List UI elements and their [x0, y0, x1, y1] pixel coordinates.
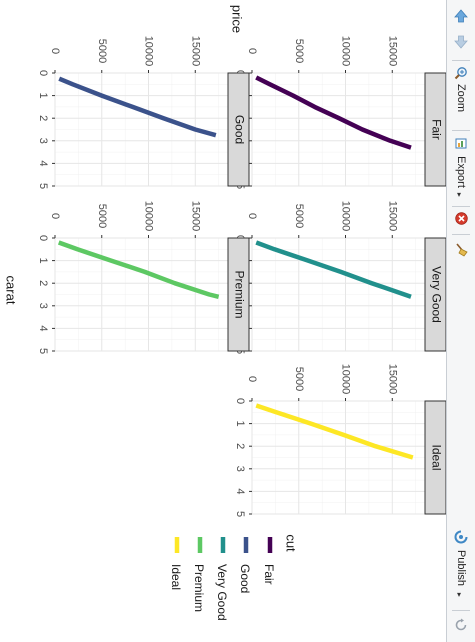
facet-label-fair: Fair — [429, 119, 443, 140]
legend-title: cut — [284, 534, 299, 552]
price-tick-label: 10000 — [143, 201, 155, 232]
price-tick-label: 10000 — [340, 364, 352, 395]
refresh-button[interactable] — [447, 614, 475, 636]
refresh-icon — [455, 618, 467, 631]
series-line-fair — [255, 75, 412, 150]
price-tick-label: 15000 — [189, 201, 201, 232]
remove-plot-button[interactable] — [447, 208, 475, 228]
carat-tick-label: 5 — [234, 511, 246, 517]
price-tick-label: 0 — [49, 48, 61, 54]
carat-tick-label: 3 — [37, 138, 49, 144]
next-plot-button[interactable] — [447, 32, 475, 52]
arrow-down-icon — [454, 35, 468, 49]
price-tick-label: 15000 — [386, 364, 398, 395]
plot-area: Fair012345050001000015000Good01234505000… — [3, 4, 446, 621]
carat-tick-label: 4 — [37, 325, 49, 331]
carat-tick-label: 2 — [234, 443, 246, 449]
legend-label-ideal: Ideal — [169, 564, 183, 590]
price-tick-label: 5000 — [293, 367, 305, 391]
price-tick-label: 5000 — [293, 39, 305, 63]
carat-tick-label: 0 — [37, 235, 49, 241]
carat-tick-label: 3 — [234, 466, 246, 472]
zoom-label: Zoom — [455, 83, 467, 113]
carat-tick-label: 1 — [37, 93, 49, 99]
price-tick-label: 10000 — [340, 36, 352, 67]
legend-label-good: Good — [238, 564, 252, 593]
export-label: Export — [455, 156, 467, 188]
carat-tick-label: 1 — [234, 421, 246, 427]
broom-icon — [455, 242, 468, 257]
price-tick-label: 0 — [246, 376, 258, 382]
carat-tick-label: 1 — [37, 258, 49, 264]
zoom-icon — [454, 67, 467, 80]
price-tick-label: 5000 — [96, 204, 108, 228]
previous-plot-button[interactable] — [447, 6, 475, 26]
facet-strip-premium — [227, 237, 250, 352]
price-tick-label: 10000 — [143, 36, 155, 67]
facet-label-ideal: Ideal — [429, 444, 443, 470]
price-tick-label: 15000 — [386, 201, 398, 232]
legend-label-very-good: Very Good — [215, 564, 229, 621]
price-tick-label: 0 — [246, 213, 258, 219]
facet-strip-good — [227, 72, 250, 187]
facet-strip-fair — [424, 72, 446, 187]
carat-tick-label: 3 — [37, 303, 49, 309]
price-tick-label: 0 — [49, 213, 61, 219]
price-tick-label: 15000 — [386, 36, 398, 67]
publish-button[interactable]: Publish ▾ — [447, 528, 475, 606]
export-icon — [455, 138, 467, 149]
facet-label-very-good: Very Good — [429, 266, 443, 323]
clear-all-plots-button[interactable] — [447, 238, 475, 260]
facet-strip-very-good — [424, 237, 446, 352]
series-line-good — [58, 76, 217, 138]
price-axis-title: price — [230, 5, 245, 33]
arrow-up-icon — [454, 9, 468, 23]
export-button[interactable]: Export ▾ — [447, 134, 475, 208]
series-line-very-good — [255, 240, 412, 299]
price-tick-label: 5000 — [96, 39, 108, 63]
publish-dropdown-caret: ▾ — [457, 590, 462, 599]
carat-axis-title: carat — [4, 276, 19, 305]
series-line-premium — [57, 240, 220, 299]
facet-label-good: Good — [232, 115, 246, 144]
price-tick-label: 0 — [246, 48, 258, 54]
publish-icon — [454, 530, 468, 544]
viewer-toolbar: Zoom Export ▾ Publish ▾ — [446, 0, 475, 642]
carat-tick-label: 0 — [234, 398, 246, 404]
export-dropdown-caret: ▾ — [457, 190, 462, 199]
carat-tick-label: 4 — [234, 488, 246, 494]
price-tick-label: 15000 — [189, 36, 201, 67]
faceted-line-chart: Fair012345050001000015000Good01234505000… — [4, 5, 446, 621]
carat-tick-label: 0 — [37, 70, 49, 76]
carat-tick-label: 2 — [37, 280, 49, 286]
price-tick-label: 5000 — [293, 204, 305, 228]
remove-icon — [454, 211, 468, 225]
zoom-button[interactable]: Zoom — [447, 64, 475, 124]
facet-strip-ideal — [424, 400, 446, 515]
carat-tick-label: 5 — [37, 183, 49, 189]
series-line-ideal — [255, 403, 414, 460]
legend-label-premium: Premium — [192, 564, 206, 612]
carat-tick-label: 2 — [37, 115, 49, 121]
facet-label-premium: Premium — [232, 270, 246, 318]
carat-tick-label: 5 — [37, 348, 49, 354]
carat-tick-label: 4 — [37, 160, 49, 166]
legend-label-fair: Fair — [262, 564, 276, 585]
price-tick-label: 10000 — [340, 201, 352, 232]
publish-label: Publish — [455, 549, 467, 587]
